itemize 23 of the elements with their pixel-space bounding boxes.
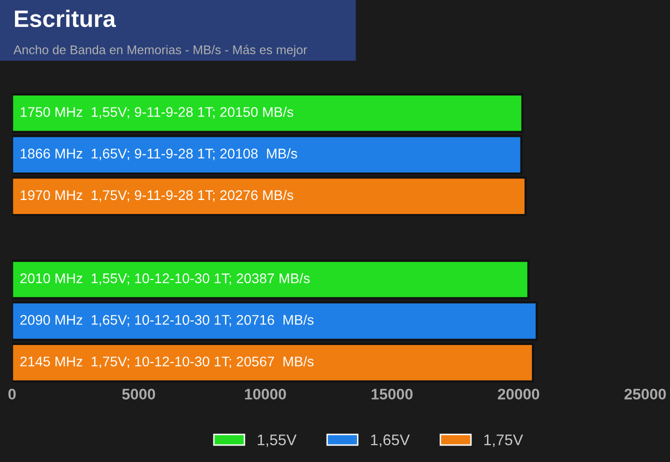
legend-label: 1,55V [258,434,297,448]
legend-label: 1,75V [484,434,524,448]
x-tick-label: 20000 [498,388,540,400]
x-tick-label: 15000 [372,388,413,400]
x-tick-label: 25000 [624,388,666,400]
chart-subtitle: Ancho de Banda en Memorias - MB/s - Más es mejor [13,44,308,57]
y-tick-label: 1970 MHz 1,75V; 9-11-9-28 1T; 20276 MB/s [20,190,294,202]
chart-title: Escritura [14,10,116,28]
bar [12,342,534,382]
x-tick-label: 0 [8,388,16,400]
bar [12,93,524,133]
x-tick-label: 5000 [122,388,156,400]
y-tick-label: 1866 MHz 1,65V; 9-11-9-28 1T; 20108 MB/s [20,148,298,160]
y-tick-label: 2145 MHz 1,75V; 10-12-10-30 1T; 20567 MB/s [20,356,314,368]
bar [12,135,522,175]
bar [12,176,527,216]
x-tick-label: 10000 [245,388,286,400]
y-tick-label: 2010 MHz 1,55V; 10-12-10-30 1T; 20387 MB/s [20,273,310,285]
legend-label: 1,65V [371,434,410,448]
bar [12,260,530,300]
bar [12,301,538,341]
y-tick-label: 1750 MHz 1,55V; 9-11-9-28 1T; 20150 MB/s [20,106,294,119]
y-tick-label: 2090 MHz 1,65V; 10-12-10-30 1T; 20716 MB/s [20,314,314,326]
